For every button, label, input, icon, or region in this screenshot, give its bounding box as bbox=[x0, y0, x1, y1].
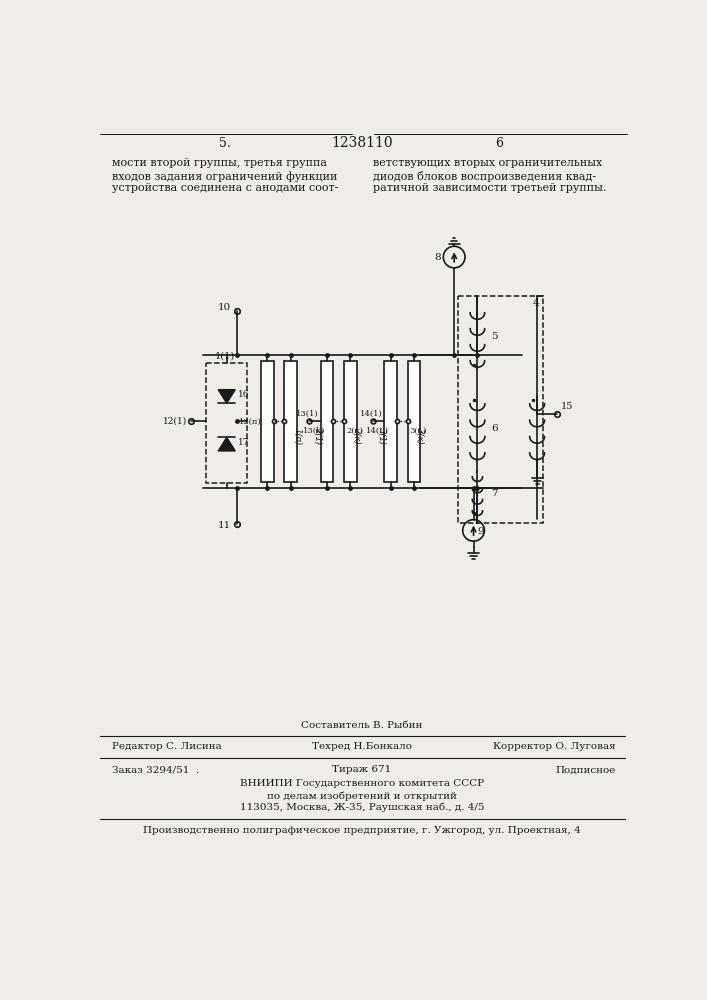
Polygon shape bbox=[218, 390, 235, 403]
Text: Редактор С. Лисина: Редактор С. Лисина bbox=[112, 742, 221, 751]
Text: Тираж 671: Тираж 671 bbox=[332, 765, 392, 774]
Text: 11: 11 bbox=[218, 521, 231, 530]
Text: 7: 7 bbox=[491, 489, 498, 498]
Text: 3(к): 3(к) bbox=[416, 428, 424, 444]
Polygon shape bbox=[218, 437, 235, 451]
Text: 14(L): 14(L) bbox=[366, 427, 389, 435]
Text: 12(п): 12(п) bbox=[239, 417, 262, 425]
Text: 12(1): 12(1) bbox=[163, 417, 187, 426]
Text: Техред Н.Бонкало: Техред Н.Бонкало bbox=[312, 742, 412, 751]
Bar bbox=[261, 361, 274, 482]
Text: по делам изобретений и открытий: по делам изобретений и открытий bbox=[267, 791, 457, 801]
Text: Корректор О. Луговая: Корректор О. Луговая bbox=[493, 742, 615, 751]
Text: 5.: 5. bbox=[219, 137, 230, 150]
Text: 2(к): 2(к) bbox=[352, 428, 361, 444]
Text: 10: 10 bbox=[218, 303, 231, 312]
Text: 13(k): 13(k) bbox=[303, 427, 325, 435]
Text: ратичной зависимости третьей группы.: ратичной зависимости третьей группы. bbox=[373, 183, 606, 193]
Text: мости второй группы, третья группа: мости второй группы, третья группа bbox=[112, 158, 327, 168]
Text: диодов блоков воспроизведения квад-: диодов блоков воспроизведения квад- bbox=[373, 171, 596, 182]
Text: 17: 17 bbox=[238, 438, 249, 447]
Text: 3(1): 3(1) bbox=[377, 428, 386, 445]
Text: 6: 6 bbox=[495, 137, 503, 150]
Text: ВНИИПИ Государственного комитета СССР: ВНИИПИ Государственного комитета СССР bbox=[240, 779, 484, 788]
Text: 15: 15 bbox=[561, 402, 573, 411]
Text: 13(1): 13(1) bbox=[296, 410, 319, 418]
Bar bbox=[206, 363, 247, 483]
Text: 1(1): 1(1) bbox=[215, 351, 235, 360]
Text: 2(к): 2(к) bbox=[346, 427, 363, 435]
Bar bbox=[321, 361, 333, 482]
Bar bbox=[284, 361, 297, 482]
Text: входов задания ограничений функции: входов задания ограничений функции bbox=[112, 171, 337, 182]
Bar bbox=[385, 361, 397, 482]
Text: 9: 9 bbox=[477, 527, 484, 536]
Text: 113035, Москва, Ж-35, Раушская наб., д. 4/5: 113035, Москва, Ж-35, Раушская наб., д. … bbox=[240, 803, 484, 812]
Bar bbox=[458, 296, 543, 523]
Text: Подписное: Подписное bbox=[555, 765, 615, 774]
Text: 6: 6 bbox=[491, 424, 498, 433]
Text: 14(1): 14(1) bbox=[360, 410, 382, 418]
Text: 16: 16 bbox=[238, 390, 249, 399]
Text: устройства соединена с анодами соот-: устройства соединена с анодами соот- bbox=[112, 183, 338, 193]
Text: ветствующих вторых ограничительных: ветствующих вторых ограничительных bbox=[373, 158, 602, 168]
Text: 8: 8 bbox=[434, 253, 441, 262]
Text: 2(1): 2(1) bbox=[313, 428, 322, 445]
Bar bbox=[408, 361, 420, 482]
Text: Производственно полиграфическое предприятие, г. Ужгород, ул. Проектная, 4: Производственно полиграфическое предприя… bbox=[143, 826, 581, 835]
Text: 5: 5 bbox=[491, 332, 498, 341]
Text: Заказ 3294/51  .: Заказ 3294/51 . bbox=[112, 765, 199, 774]
Bar bbox=[344, 361, 356, 482]
Text: 1238110: 1238110 bbox=[331, 136, 393, 150]
Text: 3(L): 3(L) bbox=[410, 427, 427, 435]
Text: 4: 4 bbox=[533, 298, 540, 308]
Text: Составитель В. Рыбин: Составитель В. Рыбин bbox=[301, 721, 423, 730]
Text: 1(п): 1(п) bbox=[292, 428, 301, 445]
